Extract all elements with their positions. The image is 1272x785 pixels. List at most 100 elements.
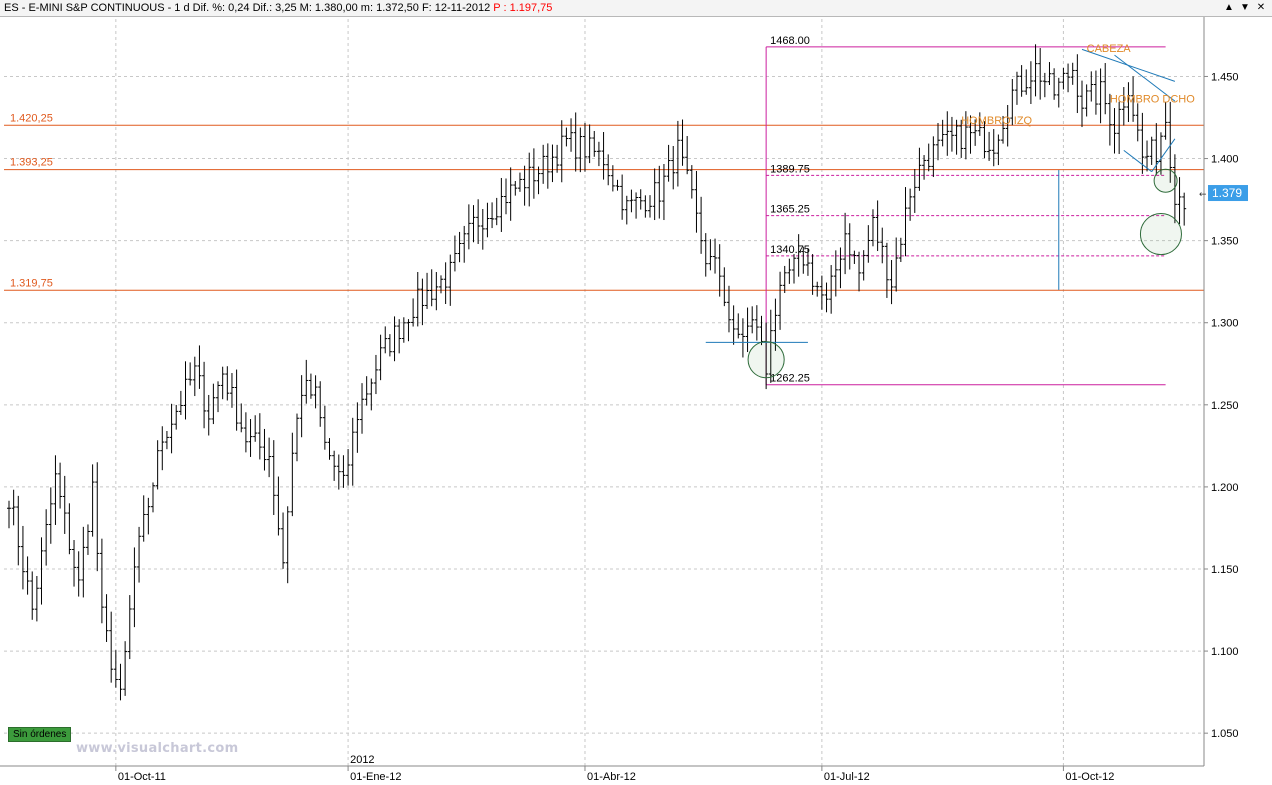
ohlc-bar [85,524,90,555]
ohlc-bar [211,383,216,425]
ohlc-bar [513,180,518,196]
ohlc-bar [276,476,281,536]
ohlc-bar [271,440,276,516]
ohlc-bar [1024,69,1029,95]
ohlc-bar [945,111,950,156]
ohlc-bar [146,497,151,535]
year-marker-label: 2012 [350,754,374,766]
ohlc-bar [787,258,792,284]
ohlc-bar [1107,93,1112,146]
ohlc-bar [1140,112,1145,174]
chart-grid [4,19,1204,766]
ohlc-bar [1103,63,1108,115]
ohlc-bar [341,455,346,488]
ohlc-bar [39,537,44,605]
ohlc-bar [550,144,555,183]
ohlc-bar [415,272,420,327]
ohlc-bar [963,111,968,160]
ohlc-bar [504,178,509,215]
ohlc-bar [452,235,457,272]
ohlc-bar [740,318,745,358]
ohlc-bar [643,195,648,218]
ohlc-bar [197,345,202,389]
ohlc-bar [462,225,467,263]
ohlc-bar [25,556,30,595]
ohlc-bar [1168,101,1173,183]
ohlc-bar [216,381,221,413]
ohlc-bar [959,119,964,158]
ohlc-bar [908,188,913,221]
ohlc-bar [118,663,123,701]
ohlc-bar [689,165,694,199]
ohlc-bar [1052,68,1057,100]
ohlc-bar [448,254,453,306]
ohlc-bar [508,167,513,221]
ohlc-bar [796,234,801,277]
ohlc-bar [360,383,365,434]
ohlc-bar [178,390,183,415]
ohlc-bar [378,334,383,381]
trendline [1114,54,1176,102]
ohlc-bar [973,119,978,146]
ohlc-bar [67,503,72,555]
ohlc-bar [113,650,118,688]
orders-status-badge[interactable]: Sin órdenes [8,727,72,742]
ohlc-bar [220,366,225,400]
ohlc-bar [243,412,248,453]
ohlc-bar [1014,71,1019,105]
ohlc-bar [150,482,155,513]
ohlc-bar [805,248,810,276]
highlight-circle [1139,213,1182,256]
ohlc-bar [652,168,657,221]
ohlc-bar [1145,140,1150,172]
trendlines [705,48,1176,343]
scroll-up-button[interactable]: ▲ [1224,2,1234,13]
ohlc-bar [1112,108,1117,154]
ohlc-bar [397,319,402,354]
ohlc-bar [648,195,653,218]
ohlc-bar [169,403,174,454]
ohlc-bar [350,417,355,486]
scroll-down-button[interactable]: ▼ [1240,2,1250,13]
date-tick-label: 01-Abr-12 [587,771,636,783]
pattern-annotation: HOMBRO DCHO [1110,94,1195,106]
ohlc-bar [615,179,620,191]
ohlc-bar [898,237,903,262]
ohlc-bar [392,316,397,362]
ohlc-bar [383,326,388,354]
ohlc-bar [373,354,378,395]
ohlc-bar [884,242,889,298]
ohlc-bar [476,199,481,244]
pattern-annotation: HOMBRO IZQ [961,115,1032,127]
ohlc-bar [894,237,899,292]
ohlc-bar [1177,177,1182,225]
ohlc-bar [90,464,95,537]
price-tick-label: 1.200 [1211,482,1239,494]
ohlc-bar [434,272,439,311]
close-button[interactable]: ✕ [1256,2,1266,13]
ohlc-bar [132,547,137,628]
ohlc-bar [949,116,954,152]
date-axis: 01-Oct-11 01-Ene-12 01-Abr-12 01-Jul-12 01-O… [0,754,1204,783]
ohlc-bar [123,641,128,696]
fib-level-label: 1340.75 [770,244,810,256]
ohlc-bar [1163,102,1168,140]
ohlc-bar [401,317,406,343]
ohlc-bar [819,275,824,310]
window-controls: ▲ ▼ ✕ [1222,1,1268,14]
ohlc-bar [499,177,504,232]
ohlc-bar [726,285,731,333]
price-chart[interactable]: 1.420,25 1.393,25 1.319,75 1468.00 1389.75 1… [0,17,1272,785]
ohlc-bar [294,413,299,462]
ohlc-bar [1047,62,1052,86]
ohlc-bar [940,119,945,147]
ohlc-bar [1182,192,1187,226]
ohlc-bar [926,143,931,172]
ohlc-bar [192,356,197,397]
trendline [1151,138,1176,172]
ohlc-bar [977,112,982,136]
ohlc-bar [596,141,601,167]
ohlc-bar [480,208,485,250]
ohlc-bar [188,362,193,386]
ohlc-bar [527,152,532,207]
